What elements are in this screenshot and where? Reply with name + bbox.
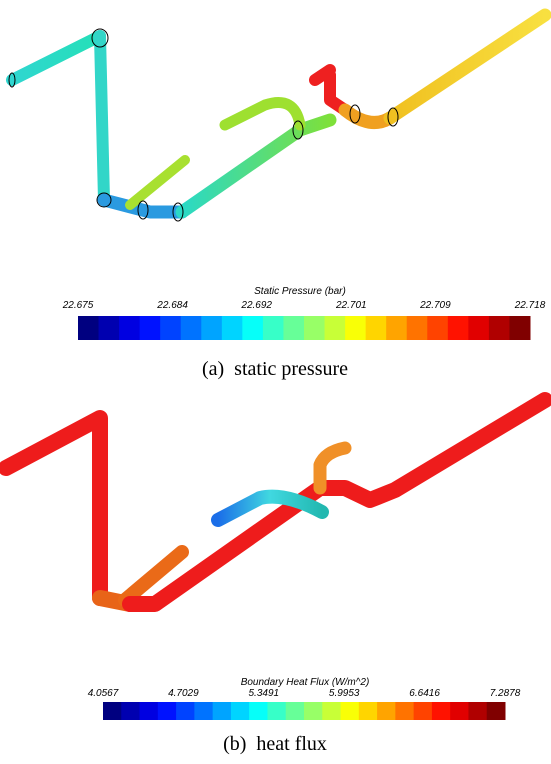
colorbar-segment (201, 316, 223, 340)
colorbar-segment (119, 316, 141, 340)
pipe (313, 441, 352, 495)
ring (91, 28, 109, 48)
colorbar-title: Static Pressure (bar) (254, 286, 346, 297)
pipe (175, 113, 337, 219)
colorbar-segment (447, 316, 469, 340)
pipe (6, 30, 106, 86)
colorbar-segment (324, 316, 346, 340)
colorbar-segment (377, 702, 396, 720)
pipe (125, 155, 190, 210)
colorbar-segment (358, 702, 378, 720)
colorbar-segment (322, 702, 342, 720)
colorbar-segment (468, 316, 490, 340)
colorbar-segment (406, 316, 428, 340)
colorbar-segment (121, 702, 141, 720)
ring (349, 104, 361, 124)
ring (96, 192, 112, 208)
colorbar-segment (304, 702, 323, 720)
colorbar-segment (139, 702, 159, 720)
colorbar-tick-label: 6.6416 (409, 688, 440, 699)
colorbar-segment (413, 702, 433, 720)
colorbar-segment (345, 316, 367, 340)
colorbar-tick-label: 4.7029 (168, 688, 199, 699)
pipe (97, 193, 189, 219)
colorbar-tick-label: 7.2878 (490, 688, 521, 699)
colorbar-tick-label: 22.692 (240, 300, 272, 311)
pipe (219, 97, 306, 131)
colorbar-segment (160, 316, 182, 340)
colorbar-segment (103, 702, 122, 720)
colorbar-segment (249, 702, 268, 720)
colorbar-segment (285, 702, 305, 720)
caption: (b) heat flux (223, 733, 327, 755)
colorbar-segment (486, 702, 506, 720)
pipe (0, 410, 108, 606)
ring (8, 72, 16, 88)
pipe-model-b (0, 392, 551, 612)
colorbar-segment (509, 316, 531, 340)
colorbar-segment (365, 316, 387, 340)
colorbar-segment (468, 702, 488, 720)
ring (292, 120, 304, 140)
colorbar-segment (267, 702, 287, 720)
colorbar-segment (78, 316, 100, 340)
colorbar-segment (139, 316, 161, 340)
colorbar-segment (431, 702, 451, 720)
colorbar-tick-label: 22.718 (514, 300, 546, 311)
colorbar-segment (395, 702, 415, 720)
colorbar-segment (488, 316, 510, 340)
pipe (118, 545, 189, 607)
ring (387, 107, 399, 127)
colorbar-tick-label: 5.9953 (329, 688, 360, 699)
colorbar-segment (340, 702, 360, 720)
colorbar-segment (242, 316, 264, 340)
colorbar-segment (98, 316, 120, 340)
colorbar-tick-label: 22.709 (419, 300, 451, 311)
pipe (94, 30, 110, 206)
pipe (122, 392, 551, 612)
colorbar-segment (427, 316, 449, 340)
colorbar-segment (386, 316, 408, 340)
colorbar-tick-label: 5.3491 (248, 688, 279, 699)
ring (172, 202, 184, 222)
colorbar-tick-label: 22.684 (156, 300, 188, 311)
colorbar-segment (283, 316, 305, 340)
colorbar-tick-label: 4.0567 (88, 688, 119, 699)
colorbar-segment (194, 702, 214, 720)
colorbar-segment (157, 702, 177, 720)
caption: (a) static pressure (202, 358, 348, 380)
ring (137, 200, 149, 220)
colorbar-segment (450, 702, 469, 720)
colorbar-segment (180, 316, 202, 340)
colorbar-title: Boundary Heat Flux (W/m^2) (241, 677, 370, 688)
colorbar-segment (176, 702, 195, 720)
colorbar-segment (230, 702, 250, 720)
pipe (211, 489, 329, 527)
colorbar-segment (221, 316, 243, 340)
pipe-model-a (6, 8, 551, 222)
colorbar-tick-label: 22.701 (335, 300, 367, 311)
colorbar-segment (304, 316, 326, 340)
colorbar-tick-label: 22.675 (62, 300, 94, 311)
colorbar-segment (212, 702, 232, 720)
colorbar-segment (262, 316, 284, 340)
pipe (383, 8, 551, 125)
